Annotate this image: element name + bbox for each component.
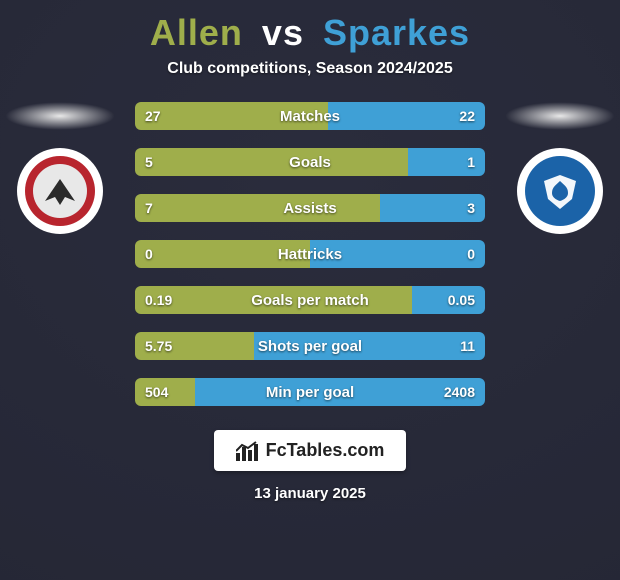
bar-fill-right (310, 240, 485, 268)
title-vs: vs (262, 12, 304, 53)
player1-club-badge (17, 148, 103, 234)
stat-bar: Assists73 (135, 194, 485, 222)
bar-fill-right (195, 378, 486, 406)
stat-bar: Matches2722 (135, 102, 485, 130)
title: Allen vs Sparkes (0, 12, 620, 54)
date: 13 january 2025 (254, 485, 366, 502)
player1-ellipse (5, 102, 115, 130)
bar-fill-left (135, 332, 254, 360)
content: Matches2722 Goals51 Assists73 Hattricks00 Go… (0, 102, 620, 406)
bar-fill-left (135, 148, 408, 176)
stat-bar: Hattricks00 (135, 240, 485, 268)
badge-right-glyph (538, 169, 582, 213)
stat-bar: Goals per match0.190.05 (135, 286, 485, 314)
comparison-card: Allen vs Sparkes Club competitions, Seas… (0, 0, 620, 580)
brand-box[interactable]: FcTables.com (214, 430, 407, 471)
bar-fill-left (135, 102, 328, 130)
bar-fill-right (408, 148, 485, 176)
player2-ellipse (505, 102, 615, 130)
stat-bar: Shots per goal5.7511 (135, 332, 485, 360)
bar-fill-right (380, 194, 485, 222)
left-column (0, 102, 120, 234)
bar-fill-left (135, 194, 380, 222)
player1-name: Allen (150, 12, 243, 53)
bar-fill-right (328, 102, 486, 130)
bar-fill-left (135, 286, 412, 314)
badge-left-glyph (40, 171, 80, 211)
footer: FcTables.com 13 january 2025 (0, 430, 620, 502)
bars-container: Matches2722 Goals51 Assists73 Hattricks00 Go… (135, 102, 485, 406)
chart-icon (236, 441, 258, 461)
bar-fill-right (412, 286, 486, 314)
subtitle: Club competitions, Season 2024/2025 (0, 60, 620, 78)
player2-club-badge (517, 148, 603, 234)
brand-text: FcTables.com (266, 440, 385, 461)
right-column (500, 102, 620, 234)
player2-name: Sparkes (323, 12, 470, 53)
bar-fill-right (254, 332, 485, 360)
stat-bar: Goals51 (135, 148, 485, 176)
bar-fill-left (135, 240, 310, 268)
stat-bar: Min per goal5042408 (135, 378, 485, 406)
bar-fill-left (135, 378, 195, 406)
